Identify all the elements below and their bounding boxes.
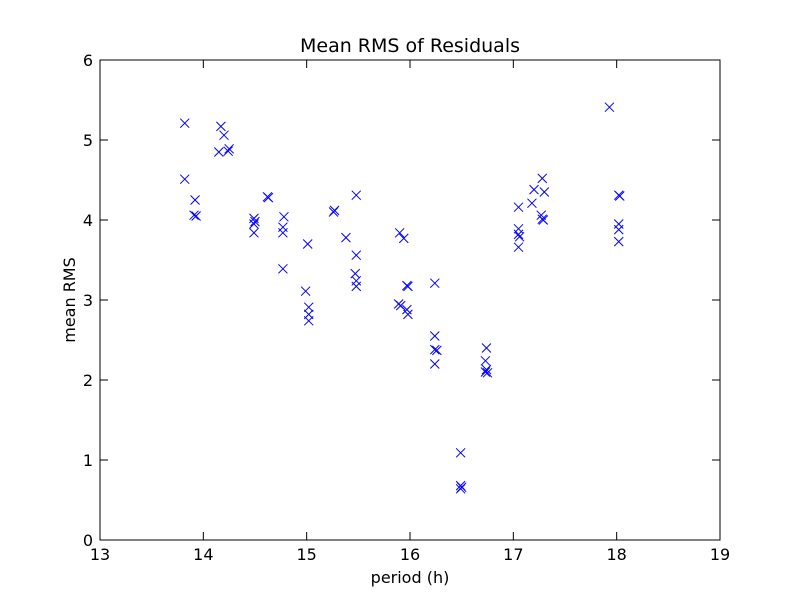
data-point [279,211,289,222]
data-point [529,184,539,195]
data-point [613,236,624,247]
data-point [179,174,190,185]
data-point [351,190,362,201]
data-point [429,359,440,369]
data-point [429,344,440,355]
data-point [398,233,409,244]
y-tick-label: 3 [83,291,93,310]
data-point [224,143,235,154]
data-point [537,173,548,184]
data-point [614,191,625,201]
data-point [300,286,311,297]
y-tick-label: 6 [83,51,93,70]
data-point [189,210,199,221]
axis-ticks: 13 14 15 16 17 18 19 0 1 2 3 4 5 6 [83,51,730,564]
x-tick-label: 18 [606,545,626,564]
data-point [351,281,362,292]
data-point [278,227,288,238]
data-point [403,309,413,320]
data-point [513,242,524,253]
data-point [539,187,550,197]
data-point [480,355,491,366]
data-point [191,211,201,221]
data-point [613,224,624,235]
data-point [351,250,362,261]
data-point [482,367,493,378]
data-point [179,118,190,129]
data-point [329,205,340,216]
data-point [455,483,466,494]
chart-title: Mean RMS of Residuals [300,35,520,57]
x-tick-label: 19 [710,545,730,564]
y-axis-title: mean RMS [60,257,79,343]
data-point [216,121,226,132]
data-point [455,447,466,458]
x-tick-label: 17 [503,545,523,564]
data-point [263,192,274,203]
data-point [538,215,549,225]
data-points [179,102,625,494]
y-tick-label: 0 [83,531,93,550]
x-tick-label: 13 [90,545,110,564]
data-point [250,216,260,227]
data-point [481,343,492,353]
data-point [429,331,440,341]
data-point [513,202,524,213]
data-point [514,231,525,242]
data-point [403,281,413,292]
data-point [395,300,406,311]
data-point [480,367,491,377]
x-tick-label: 15 [296,545,316,564]
data-point [249,219,259,229]
data-point [341,232,351,243]
x-tick-label: 16 [400,545,420,564]
y-tick-label: 4 [83,211,93,230]
x-tick-label: 14 [193,545,213,564]
data-point [481,364,492,375]
y-tick-label: 5 [83,131,93,150]
data-point [303,302,314,313]
y-tick-label: 1 [83,451,93,470]
data-point [190,195,200,205]
data-point [223,146,233,157]
data-point [213,147,224,157]
data-point [303,315,314,326]
y-tick-label: 2 [83,371,93,390]
data-point [394,227,405,238]
data-point [536,210,547,221]
data-point [278,263,288,274]
x-axis-title: period (h) [371,568,450,587]
data-point [604,102,615,113]
data-point [249,227,259,238]
data-point [432,345,442,356]
data-point [429,278,440,289]
data-point [219,130,229,141]
data-point [527,198,537,209]
data-point [302,239,313,249]
data-point [513,229,524,240]
